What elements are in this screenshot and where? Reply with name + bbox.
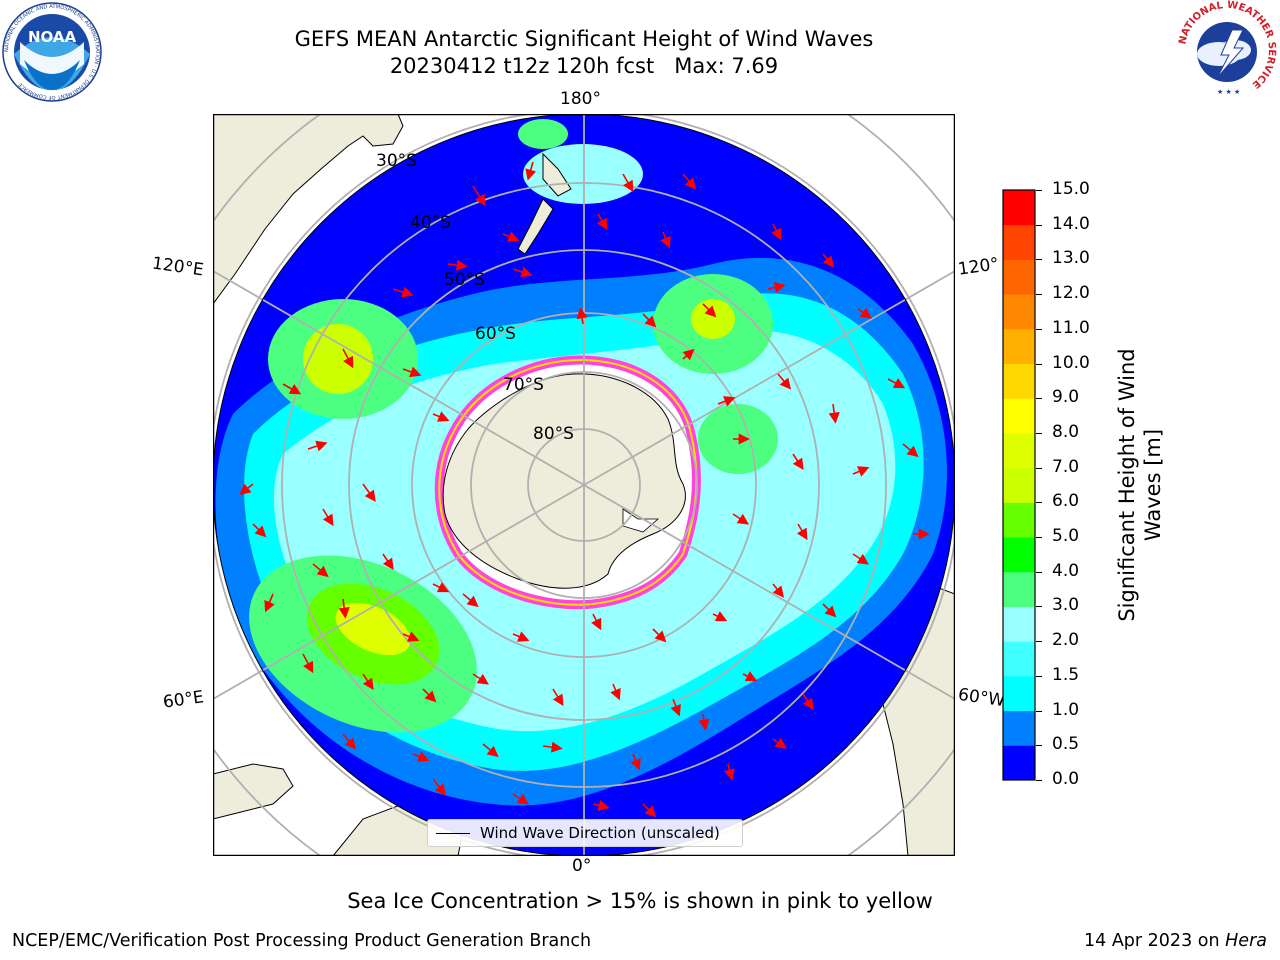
colorbar-tick-label: 12.0 [1052,283,1090,304]
colorbar-tick-label: 14.0 [1052,213,1090,234]
footer-date: 14 Apr 2023 on Hera [1084,931,1267,951]
colorbar-tick-label: 2.0 [1052,630,1080,651]
svg-text:★ ★ ★: ★ ★ ★ [1217,88,1240,96]
colorbar-tick [1036,537,1042,539]
colorbar-tick [1036,675,1042,677]
lon-label-60w: 60°W [956,684,1007,712]
noaa-logo: NATIONAL OCEANIC AND ATMOSPHERIC ADMINIS… [2,2,102,102]
footer-host: Hera [1225,931,1267,951]
colorbar-title-line2: Waves [m] [1141,428,1165,542]
chart-title: GEFS MEAN Antarctic Significant Height o… [294,27,874,51]
colorbar-tick-label: 5.0 [1052,526,1080,547]
colorbar-tick [1036,502,1042,504]
colorbar-tick [1036,224,1042,226]
colorbar-title-line1: Significant Height of Wind [1115,348,1139,622]
colorbar-segment [1003,398,1035,434]
sea-ice-note: Sea Ice Concentration > 15% is shown in … [347,889,933,913]
colorbar-tick [1036,190,1042,191]
colorbar-segment [1003,745,1035,781]
colorbar [1002,189,1036,781]
colorbar-tick [1036,294,1042,296]
lat-label-60s: 60°S [475,324,516,344]
map-legend: Wind Wave Direction (unscaled) [427,819,743,847]
land-new-zealand [517,152,572,255]
colorbar-tick-label: 15.0 [1052,179,1090,199]
chart-subtitle: 20230412 t12z 120h fcst Max: 7.69 [389,54,779,78]
colorbar-tick [1036,259,1042,261]
colorbar-tick-label: 11.0 [1052,317,1090,338]
colorbar-title: Significant Height of Wind Waves [m] [1114,325,1166,645]
lat-label-80s: 80°S [533,424,574,444]
graticule [213,114,955,856]
colorbar-tick-label: 6.0 [1052,491,1080,512]
colorbar-tick [1036,641,1042,643]
lon-label-120w: 120° [956,254,1001,280]
colorbar-tick [1036,432,1042,434]
colorbar-tick-label: 7.0 [1052,456,1080,477]
land-antarctica [442,373,686,589]
colorbar-tick-label: 9.0 [1052,387,1080,408]
colorbar-tick [1036,328,1042,330]
colorbar-segment [1003,363,1035,399]
lat-label-50s: 50°S [444,270,485,290]
colorbar-segment [1003,294,1035,330]
footer-date-text: 14 Apr 2023 on [1084,931,1226,951]
noaa-logo-text: NOAA [28,28,77,46]
colorbar-tick [1036,363,1042,365]
colorbar-segment [1003,328,1035,365]
nws-logo: NATIONAL WEATHER SERVICE ★ ★ ★ [1177,0,1277,98]
legend-line-sample [436,832,470,834]
colorbar-segment [1003,259,1035,295]
colorbar-segment [1003,641,1035,677]
colorbar-tick [1036,467,1042,469]
colorbar-tick-label: 4.0 [1052,560,1080,581]
footer-credit: NCEP/EMC/Verification Post Processing Pr… [12,931,592,951]
land-africa [213,763,294,820]
colorbar-segment [1003,467,1035,503]
colorbar-tick [1036,606,1042,608]
colorbar-tick [1036,780,1042,781]
colorbar-segment [1003,675,1035,712]
lon-label-120e: 120°E [150,253,205,281]
colorbar-tick-label: 1.5 [1052,664,1080,685]
lat-label-30s: 30°S [376,151,417,171]
colorbar-tick [1036,710,1042,712]
colorbar-tick-label: 13.0 [1052,248,1090,269]
legend-label: Wind Wave Direction (unscaled) [480,824,720,842]
colorbar-tick-label: 8.0 [1052,421,1080,442]
colorbar-tick-label: 3.0 [1052,595,1080,616]
polar-map [213,114,955,856]
lat-label-40s: 40°S [410,213,451,233]
colorbar-segment [1003,432,1035,469]
colorbar-segment [1003,571,1035,607]
land-australia [213,114,404,305]
colorbar-tick-label: 0.0 [1052,769,1080,789]
colorbar-tick [1036,571,1042,573]
colorbar-tick [1036,745,1042,747]
wind-wave-arrows [239,161,930,818]
colorbar-segment [1003,710,1035,746]
lon-label-60e: 60°E [161,687,206,713]
colorbar-segment [1003,190,1035,226]
colorbar-segment [1003,537,1035,573]
lon-label-180: 180° [560,89,601,109]
colorbar-tick-label: 0.5 [1052,734,1080,755]
colorbar-tick-label: 10.0 [1052,352,1090,373]
colorbar-segment [1003,224,1035,260]
lat-label-70s: 70°S [503,375,544,395]
colorbar-tick-label: 1.0 [1052,699,1080,720]
lon-label-0: 0° [572,856,592,876]
colorbar-segment [1003,606,1035,642]
colorbar-segment [1003,502,1035,538]
colorbar-tick [1036,398,1042,400]
